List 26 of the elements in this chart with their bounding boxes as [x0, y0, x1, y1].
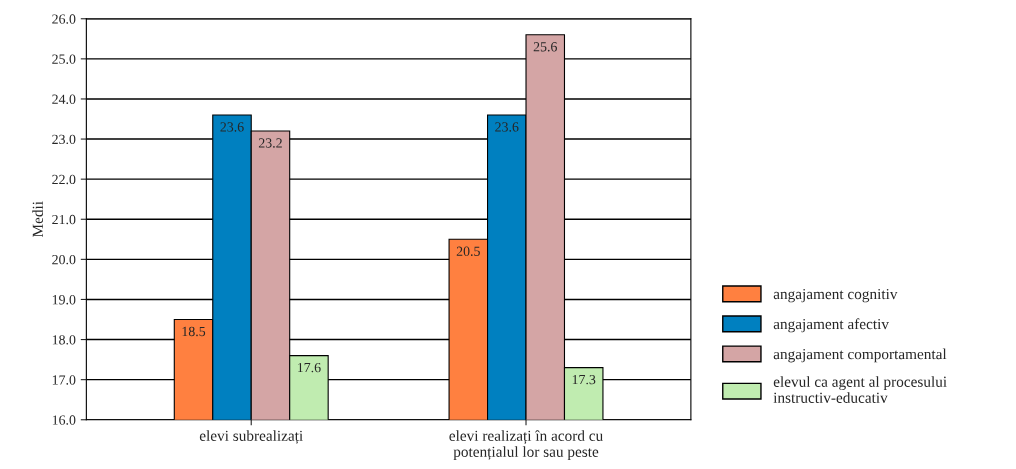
legend-label: angajament comportamental: [773, 348, 947, 363]
data-label: 17.3: [572, 374, 596, 385]
legend-label: angajament afectiv: [773, 318, 889, 333]
legend-label: angajament cognitiv: [773, 288, 898, 303]
y-tick-label: 16.0: [52, 415, 76, 425]
y-tick-label: 17.0: [52, 375, 76, 385]
data-label: 20.5: [456, 246, 480, 256]
x-tick-label: elevi realizați în acord cu potențialul lor sau peste: [449, 430, 603, 461]
data-label: 23.6: [220, 122, 244, 132]
legend-label: elevul ca agent al procesului instructiv-educativ: [773, 376, 947, 403]
y-tick-label: 19.0: [52, 295, 76, 305]
y-tick-label: 22.0: [52, 174, 76, 185]
x-tick-label: elevi subrealizați: [199, 430, 303, 445]
y-tick-label: 25.0: [52, 54, 76, 64]
y-axis-title: Medii: [32, 201, 43, 238]
data-label: 23.2: [258, 138, 282, 148]
y-tick-label: 24.0: [52, 94, 76, 104]
data-label: 18.5: [182, 326, 206, 337]
data-label: 23.6: [495, 122, 519, 132]
y-tick-label: 18.0: [52, 335, 76, 345]
y-tick-label: 20.0: [52, 254, 76, 265]
data-label: 17.6: [298, 362, 321, 373]
y-tick-label: 23.0: [52, 134, 76, 145]
y-tick-label: 21.0: [52, 214, 76, 225]
y-tick-label: 26.0: [52, 14, 76, 24]
data-label: 25.6: [533, 42, 557, 52]
